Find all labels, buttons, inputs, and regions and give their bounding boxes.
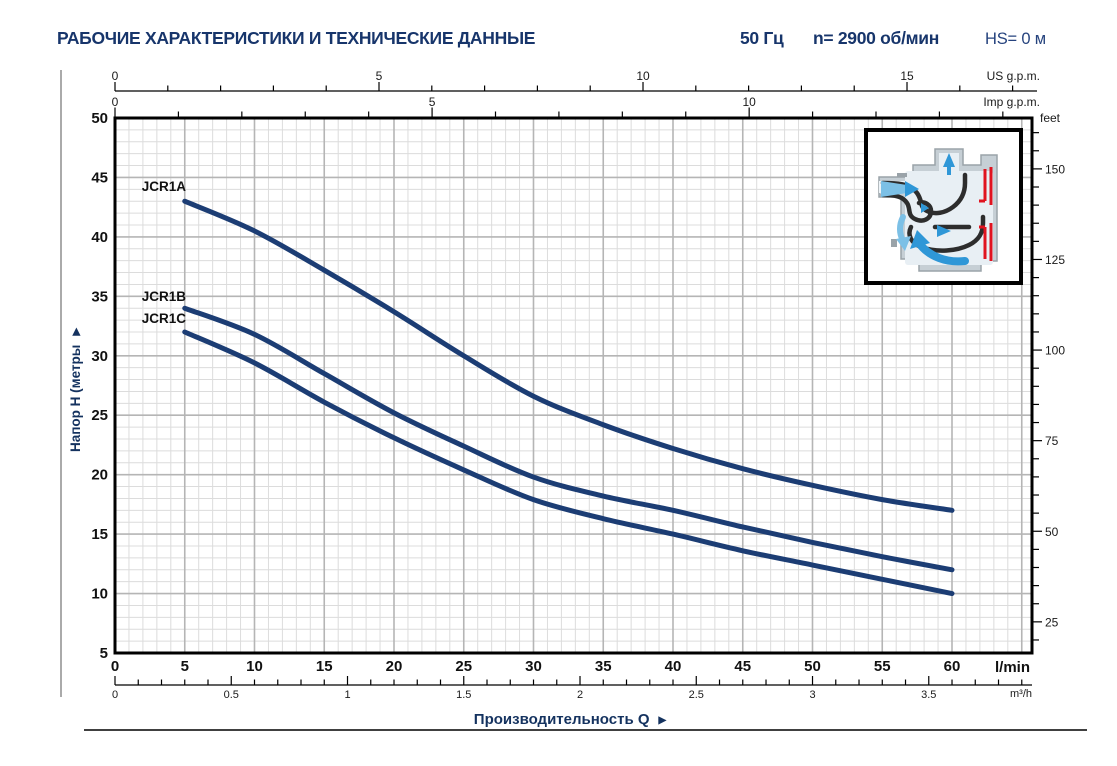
pump-cross-section-illustration	[878, 148, 998, 272]
pump-impeller-red-lines	[979, 167, 993, 261]
feet-tick-label: 125	[1045, 253, 1065, 267]
meters-tick-label: 25	[91, 407, 108, 424]
imp-gpm-ruler	[114, 107, 1004, 117]
us-gpm-ruler	[114, 82, 1037, 92]
lmin-tick-label: 10	[246, 658, 263, 675]
feet-tick-label: 150	[1045, 162, 1065, 176]
meters-tick-label: 35	[91, 288, 108, 305]
plot-border	[113, 116, 1034, 655]
imp-gpm-tick-label: 10	[742, 95, 756, 109]
imp-gpm-unit-label: Imp g.p.m.	[983, 95, 1040, 109]
meters-tick-label: 40	[91, 229, 108, 246]
feet-tick-label: 100	[1045, 344, 1065, 358]
feet-tick-label: 25	[1045, 615, 1059, 629]
curve-jcr1a	[182, 198, 955, 513]
imp-gpm-tick-label: 0	[112, 95, 119, 109]
us-gpm-tick-label: 5	[376, 69, 383, 83]
curve-jcr1c	[182, 329, 955, 597]
imp-gpm-tick-label: 5	[429, 95, 436, 109]
m3h-tick-label: 2	[577, 689, 583, 701]
pump-inset	[864, 128, 1023, 285]
curve-jcr1b	[182, 305, 955, 573]
meters-tick-label: 30	[91, 348, 108, 365]
lmin-tick-label: 60	[944, 658, 961, 675]
curve-label-jcr1c: JCR1C	[142, 311, 187, 326]
m3h-tick-label: 0	[112, 689, 118, 701]
pump-flow-arrows	[881, 153, 969, 266]
lmin-tick-label: 0	[111, 658, 119, 675]
curve-label-jcr1b: JCR1B	[142, 289, 187, 304]
m3h-unit-label: m³/h	[1010, 688, 1032, 700]
feet-tick-label: 50	[1045, 525, 1059, 539]
feet-ruler	[1033, 132, 1042, 641]
meters-tick-label: 50	[91, 110, 108, 127]
y-axis-title: Напор H (метры ▶	[68, 327, 83, 452]
curve-label-jcr1a: JCR1A	[142, 179, 187, 194]
lmin-tick-label: 15	[316, 658, 333, 675]
y-axis-title-text: Напор H (метры	[68, 345, 83, 452]
m3h-tick-label: 3	[809, 689, 815, 701]
lmin-tick-label: 50	[804, 658, 821, 675]
us-gpm-tick-label: 10	[636, 69, 650, 83]
x-axis-title: Производительность Q ▶	[474, 711, 668, 728]
m3h-ruler	[114, 676, 1032, 686]
y-axis-arrow-icon: ▶	[71, 327, 82, 337]
pump-nub-top	[897, 173, 907, 177]
meters-tick-label: 45	[91, 169, 108, 186]
meters-tick-label: 15	[91, 526, 108, 543]
m3h-tick-label: 1.5	[456, 689, 471, 701]
m3h-tick-label: 2.5	[689, 689, 704, 701]
pump-nub-bottom	[891, 239, 897, 247]
us-gpm-tick-label: 0	[112, 69, 119, 83]
lmin-tick-label: 35	[595, 658, 612, 675]
m3h-tick-label: 0.5	[224, 689, 239, 701]
lmin-tick-label: 30	[525, 658, 542, 675]
us-gpm-unit-label: US g.p.m.	[987, 69, 1040, 83]
lmin-unit-label: l/min	[995, 659, 1030, 676]
us-gpm-tick-label: 15	[900, 69, 914, 83]
lmin-tick-label: 25	[455, 658, 472, 675]
lmin-tick-label: 45	[734, 658, 751, 675]
page-title: РАБОЧИЕ ХАРАКТЕРИСТИКИ И ТЕХНИЧЕСКИЕ ДАН…	[57, 28, 535, 48]
x-axis-arrow-icon: ▶	[658, 715, 668, 726]
m3h-tick-label: 1	[344, 689, 350, 701]
lmin-tick-label: 5	[181, 658, 189, 675]
lmin-tick-label: 55	[874, 658, 891, 675]
feet-tick-label: 75	[1045, 434, 1059, 448]
m3h-tick-label: 3.5	[921, 689, 936, 701]
speed-label: n= 2900 об/мин	[813, 28, 939, 48]
suction-head-label: HS= 0 м	[985, 30, 1046, 48]
lmin-tick-label: 40	[665, 658, 682, 675]
meters-tick-label: 20	[91, 467, 108, 484]
x-axis-title-text: Производительность Q	[474, 711, 650, 728]
frequency-label: 50 Гц	[740, 28, 784, 48]
feet-unit-label: feet	[1040, 111, 1061, 125]
meters-tick-label: 10	[91, 586, 108, 603]
lmin-tick-label: 20	[386, 658, 403, 675]
meters-tick-label: 5	[100, 645, 108, 662]
